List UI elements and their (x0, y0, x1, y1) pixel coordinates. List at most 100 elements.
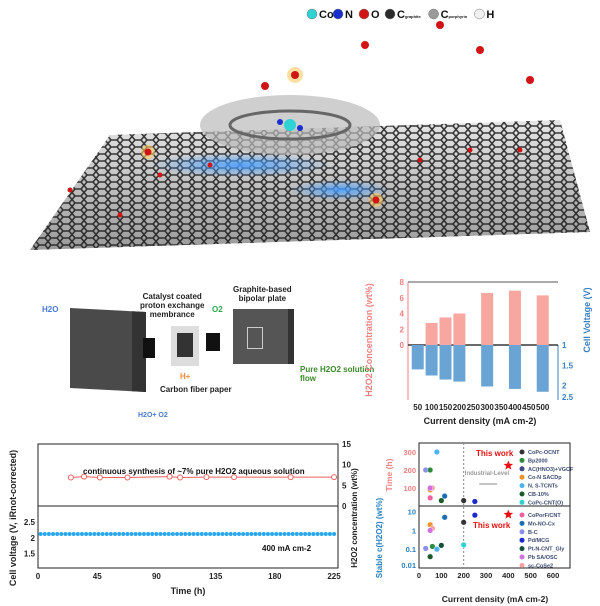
data-point (427, 467, 434, 474)
voltage-point (319, 531, 324, 536)
o2-inlet-label: O2 (212, 305, 223, 314)
x-tick-label: 45 (93, 572, 102, 581)
y2-axis-label: Stable c(H2O2) (wt%) (375, 497, 384, 578)
proton-label: H+ (180, 372, 191, 381)
concentration-point (96, 474, 103, 481)
voltage-point (67, 531, 72, 536)
y2-tick-label: 0 (342, 502, 347, 511)
voltage-point (311, 531, 316, 536)
data-point (427, 494, 434, 501)
y-axis-label: Cell voltage (V, iRnot-corrected) (8, 450, 18, 586)
legend-marker (519, 554, 525, 560)
atom-H-icon (474, 8, 485, 20)
x-tick-label: 100 (425, 403, 439, 412)
voltage-point (212, 531, 217, 536)
y2-tick-label: 15 (342, 440, 351, 449)
voltage-point (249, 531, 254, 536)
voltage-point (241, 531, 246, 536)
y-tick-label: 100 (403, 484, 416, 493)
y-axis-label: Time (h) (384, 458, 394, 491)
voltage-point (129, 531, 134, 536)
legend-entry: Co-N SACDp (528, 475, 562, 481)
voltage-point (257, 531, 262, 536)
voltage-point (323, 531, 328, 536)
legend-marker (519, 499, 525, 505)
voltage-point (307, 531, 312, 536)
voltage-point (290, 531, 295, 536)
legend-marker (519, 449, 525, 455)
voltage-point (137, 531, 142, 536)
voltage-bar (481, 345, 494, 387)
data-point (427, 527, 434, 534)
voltage-point (327, 531, 332, 536)
atom-C-icon (384, 8, 396, 20)
legend-entry: Mn-NO-Cx (528, 521, 556, 527)
voltage-point (55, 531, 60, 536)
bar-chart: 0 2 4 6 8 1 1.5 2 2.5 H2O2 Concentration (wt%) Cel… (364, 278, 592, 400)
voltage-point (88, 531, 93, 536)
data-point (427, 485, 434, 492)
voltage-point (216, 531, 221, 536)
data-point (433, 449, 440, 456)
voltage-point (261, 531, 266, 536)
legend-marker (519, 474, 525, 480)
legend-marker (519, 562, 525, 568)
voltage-point (170, 531, 175, 536)
outlet-label-line: Pure H2O2 solution (300, 365, 375, 374)
bipolar-plate-label: Graphite-based bipolar plate (233, 285, 292, 303)
voltage-point (286, 531, 291, 536)
data-point (441, 514, 448, 521)
concentration-point (177, 474, 184, 481)
x-tick-label: 200 (453, 403, 467, 412)
voltage-point (84, 531, 89, 536)
x-tick-label: 0 (36, 572, 41, 581)
plate-label-line: bipolar plate (238, 294, 287, 303)
legend-marker (519, 529, 525, 535)
x-tick-label: 600 (547, 571, 560, 580)
carbon-fiber-paper-right (206, 333, 220, 351)
x-tick-label: 400 (508, 403, 522, 412)
legend-entry: Bp2000 (528, 458, 548, 464)
catalyst-illustration: Co N O Cgraphite Cporphyrin H (30, 8, 590, 250)
data-point (471, 498, 478, 505)
x-tick-label: 450 (522, 403, 536, 412)
voltage-point (282, 531, 287, 536)
this-work-label: This work (473, 521, 511, 530)
voltage-point (158, 531, 163, 536)
voltage-point (278, 531, 283, 536)
concentration-point (67, 474, 74, 481)
legend-marker (519, 457, 525, 463)
atom-N-icon (332, 8, 344, 20)
industrial-level-label: Industrial-Level (465, 471, 510, 477)
data-point (422, 545, 429, 552)
x-tick-label: 90 (152, 572, 161, 581)
voltage-bar (536, 345, 549, 392)
voltage-point (117, 531, 122, 536)
x-tick-label: 225 (327, 572, 341, 581)
voltage-point (113, 531, 118, 536)
voltage-point (79, 531, 84, 536)
legend-entry: CB-10% (528, 492, 549, 498)
concentration-point (166, 473, 173, 480)
y-tick-label: 2 (400, 325, 405, 334)
this-work-label: This work (476, 449, 514, 458)
voltage-point (146, 531, 151, 536)
voltage-point (199, 531, 204, 536)
membrane-label-line: membrance (149, 310, 195, 319)
y2-tick-label: 0.1 (406, 545, 416, 554)
voltage-bar (453, 345, 466, 382)
bipolar-plate (233, 309, 294, 364)
voltage-point (42, 531, 47, 536)
voltage-point (332, 531, 337, 536)
legend-entry: Pd/MCG (528, 538, 549, 544)
data-point (441, 493, 448, 500)
carbon-fiber-paper-left (143, 338, 155, 358)
voltage-point (63, 531, 68, 536)
voltage-point (75, 531, 80, 536)
y-tick-label: 0 (400, 341, 405, 350)
anode-outlet-label: H2O+ O2 (138, 412, 168, 419)
voltage-point (294, 531, 299, 536)
data-point (429, 543, 436, 550)
voltage-point (92, 531, 97, 536)
x-tick-label: 100 (435, 571, 448, 580)
